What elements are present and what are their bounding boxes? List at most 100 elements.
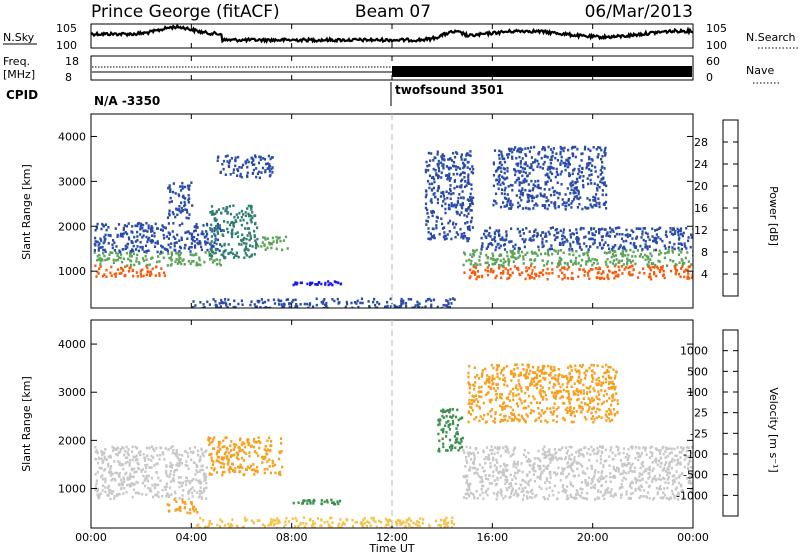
echo-cell — [205, 251, 207, 254]
echo-cell — [222, 440, 224, 443]
echo-cell — [596, 246, 598, 249]
echo-cell — [502, 177, 504, 180]
echo-cell — [172, 445, 174, 448]
echo-cell — [128, 270, 130, 273]
echo-cell — [199, 301, 201, 304]
echo-cell — [612, 394, 614, 397]
echo-cell — [203, 474, 205, 477]
echo-cell — [593, 390, 595, 393]
echo-cell — [609, 261, 611, 264]
echo-cell — [510, 474, 512, 477]
echo-cell — [515, 466, 517, 469]
echo-cell — [144, 459, 146, 462]
echo-cell — [399, 521, 401, 524]
echo-cell — [487, 478, 489, 481]
echo-cell — [128, 222, 130, 225]
echo-cell — [611, 256, 613, 259]
echo-cell — [447, 233, 449, 236]
echo-cell — [621, 479, 623, 482]
echo-cell — [601, 484, 603, 487]
echo-cell — [151, 230, 153, 233]
echo-cell — [376, 301, 378, 304]
echo-cell — [606, 252, 608, 255]
echo-cell — [603, 277, 605, 280]
echo-cell — [229, 205, 231, 208]
echo-cell — [517, 463, 519, 466]
echo-cell — [321, 301, 323, 304]
echo-cell — [569, 243, 571, 246]
echo-cell — [497, 258, 499, 261]
echo-cell — [280, 300, 282, 303]
echo-cell — [604, 241, 606, 244]
echo-cell — [118, 484, 120, 487]
echo-cell — [496, 493, 498, 496]
echo-cell — [274, 472, 276, 475]
echo-cell — [144, 485, 146, 488]
echo-cell — [146, 230, 148, 233]
echo-cell — [565, 375, 567, 378]
echo-cell — [180, 247, 182, 250]
echo-cell — [246, 238, 248, 241]
echo-cell — [275, 236, 277, 239]
echo-cell — [506, 446, 508, 449]
echo-cell — [153, 464, 155, 467]
echo-cell — [447, 420, 449, 423]
echo-cell — [115, 245, 117, 248]
echo-cell — [195, 264, 197, 267]
echo-cell — [599, 409, 601, 412]
echo-cell — [241, 224, 243, 227]
echo-cell — [613, 466, 615, 469]
echo-cell — [671, 448, 673, 451]
echo-cell — [504, 172, 506, 175]
echo-cell — [517, 250, 519, 253]
echo-cell — [208, 523, 210, 526]
echo-cell — [149, 240, 151, 243]
echo-cell — [680, 276, 682, 279]
echo-cell — [496, 461, 498, 464]
echo-cell — [223, 168, 225, 171]
y-tick-label: 2000 — [58, 220, 86, 233]
echo-cell — [211, 205, 213, 208]
echo-cell — [251, 469, 253, 472]
echo-cell — [532, 207, 534, 210]
echo-cell — [502, 472, 504, 475]
echo-cell — [667, 478, 669, 481]
echo-cell — [462, 437, 464, 440]
echo-cell — [531, 276, 533, 279]
echo-cell — [548, 176, 550, 179]
echo-cell — [254, 253, 256, 256]
echo-cell — [291, 301, 293, 304]
echo-cell — [544, 451, 546, 454]
echo-cell — [503, 415, 505, 418]
echo-cell — [559, 386, 561, 389]
echo-cell — [163, 234, 165, 237]
echo-cell — [465, 456, 467, 459]
echo-cell — [219, 250, 221, 253]
echo-cell — [649, 276, 651, 279]
echo-cell — [230, 222, 232, 225]
echo-cell — [589, 199, 591, 202]
echo-cell — [152, 496, 154, 499]
echo-cell — [690, 482, 692, 485]
echo-cell — [98, 254, 100, 257]
echo-cell — [573, 192, 575, 195]
echo-cell — [462, 162, 464, 165]
echo-cell — [529, 150, 531, 153]
echo-cell — [565, 476, 567, 479]
echo-cell — [203, 487, 205, 490]
echo-cell — [572, 470, 574, 473]
echo-cell — [132, 249, 134, 252]
echo-cell — [485, 456, 487, 459]
echo-cell — [608, 417, 610, 420]
echo-cell — [669, 497, 671, 500]
echo-cell — [337, 298, 339, 301]
echo-cell — [449, 298, 451, 301]
echo-cell — [500, 455, 502, 458]
echo-cell — [572, 278, 574, 281]
echo-cell — [239, 447, 241, 450]
echo-cell — [237, 235, 239, 238]
velocity-echo-map — [94, 363, 695, 529]
echo-cell — [124, 275, 126, 278]
echo-cell — [415, 523, 417, 526]
echo-cell — [228, 252, 230, 255]
